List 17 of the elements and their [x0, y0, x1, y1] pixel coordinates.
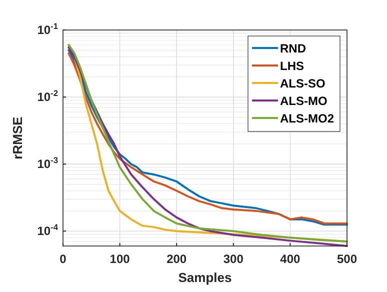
x-tick-label: 400 [280, 252, 301, 266]
legend-label: RND [280, 42, 306, 56]
y-tick-label: 10$^{-1}$ [37, 21, 58, 37]
y-axis-title: rRMSE [10, 116, 25, 160]
x-tick-label: 300 [223, 252, 244, 266]
x-tick-label: 200 [166, 252, 187, 266]
legend-label: LHS [280, 59, 304, 73]
x-tick-label: 0 [60, 252, 67, 266]
legend-label: ALS-MO2 [280, 112, 334, 126]
x-tick-label: 500 [336, 252, 358, 266]
y-tick-label: 10$^{-3}$ [37, 155, 58, 172]
y-tick-label: 10$^{-4}$ [37, 222, 58, 238]
legend-label: ALS-SO [280, 76, 326, 90]
x-axis-title: Samples [178, 270, 232, 285]
y-tick-label: 10$^{-2}$ [37, 88, 58, 104]
legend-label: ALS-MO [280, 94, 328, 108]
x-tick-label: 100 [110, 252, 130, 266]
